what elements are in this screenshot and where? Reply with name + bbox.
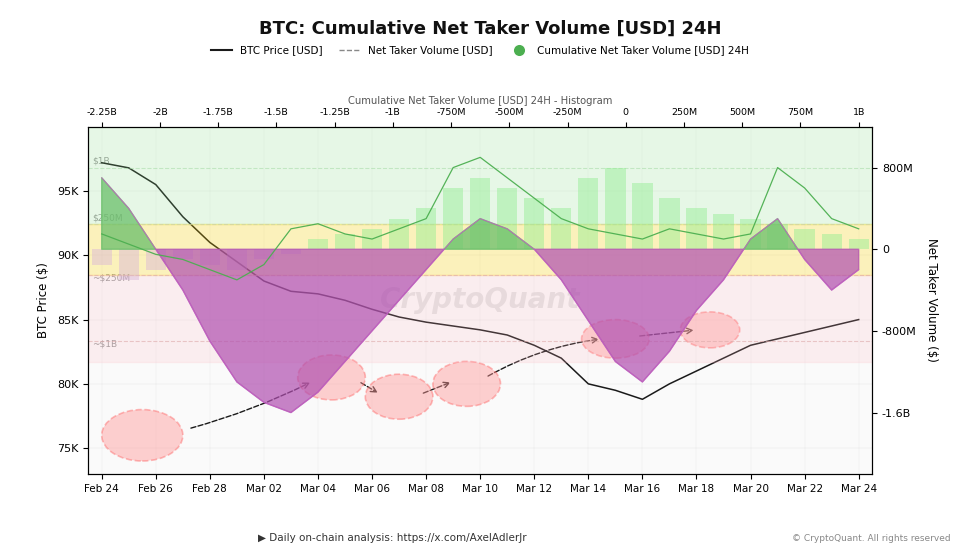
Legend: BTC Price [USD], Net Taker Volume [USD], Cumulative Net Taker Volume [USD] 24H: BTC Price [USD], Net Taker Volume [USD],…: [207, 41, 754, 60]
Bar: [606, 168, 625, 249]
Bar: [88, 127, 872, 224]
Bar: [497, 188, 517, 249]
Bar: [686, 208, 707, 249]
Text: $250M: $250M: [92, 214, 122, 223]
Ellipse shape: [680, 312, 740, 348]
Bar: [767, 224, 788, 249]
Bar: [578, 178, 599, 249]
X-axis label: Cumulative Net Taker Volume [USD] 24H - Histogram: Cumulative Net Taker Volume [USD] 24H - …: [348, 96, 612, 106]
Text: ~$1B: ~$1B: [92, 339, 118, 348]
Bar: [146, 249, 166, 269]
Bar: [88, 224, 872, 275]
Bar: [200, 249, 220, 264]
Bar: [91, 249, 112, 264]
Bar: [281, 249, 301, 255]
Bar: [741, 219, 760, 249]
Ellipse shape: [581, 320, 649, 358]
Text: © CryptoQuant. All rights reserved: © CryptoQuant. All rights reserved: [792, 534, 951, 543]
Bar: [443, 188, 464, 249]
Bar: [795, 229, 814, 249]
Ellipse shape: [102, 409, 183, 461]
Bar: [713, 214, 734, 249]
Bar: [88, 275, 872, 361]
Ellipse shape: [366, 374, 433, 419]
Ellipse shape: [433, 361, 501, 407]
Text: ~$250M: ~$250M: [92, 274, 130, 283]
Bar: [254, 249, 274, 260]
Bar: [849, 239, 869, 249]
Text: ▶ Daily on-chain analysis: https://x.com/AxelAdlerJr: ▶ Daily on-chain analysis: https://x.com…: [258, 533, 526, 543]
Bar: [470, 178, 490, 249]
Y-axis label: Net Taker Volume ($): Net Taker Volume ($): [924, 239, 938, 362]
Bar: [524, 198, 545, 249]
Bar: [821, 234, 842, 249]
Bar: [551, 208, 571, 249]
Bar: [416, 208, 436, 249]
Text: $1B: $1B: [92, 156, 110, 165]
Text: BTC: Cumulative Net Taker Volume [USD] 24H: BTC: Cumulative Net Taker Volume [USD] 2…: [259, 19, 721, 37]
Bar: [172, 249, 193, 260]
Bar: [362, 229, 382, 249]
Bar: [335, 234, 355, 249]
Ellipse shape: [298, 355, 366, 400]
Bar: [308, 239, 328, 249]
Bar: [389, 219, 410, 249]
Bar: [119, 249, 139, 280]
Bar: [226, 249, 247, 269]
Y-axis label: BTC Price ($): BTC Price ($): [37, 262, 50, 338]
Text: CryptoQuant: CryptoQuant: [380, 287, 580, 314]
Bar: [660, 198, 679, 249]
Bar: [632, 183, 653, 249]
